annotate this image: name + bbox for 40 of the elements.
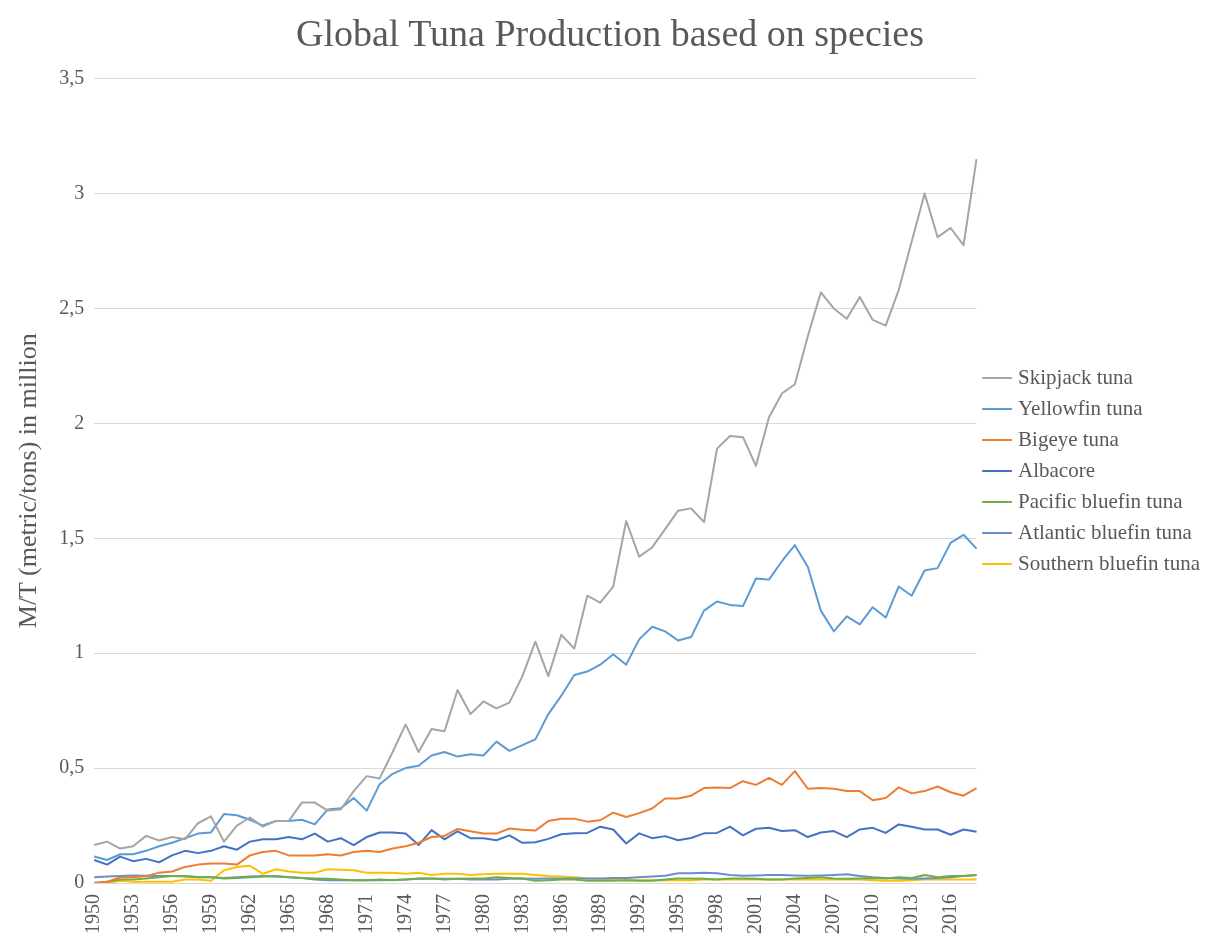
x-tick-label: 1989 <box>587 894 610 934</box>
y-tick-label: 3,5 <box>59 65 85 88</box>
x-tick-label: 1971 <box>353 894 376 934</box>
x-tick-label: 1986 <box>548 894 571 934</box>
x-tick-label: 2007 <box>821 894 844 934</box>
x-tick-label: 1959 <box>198 894 221 934</box>
legend-label: Southern bluefin tuna <box>1018 550 1201 575</box>
x-tick-label: 2010 <box>859 894 882 934</box>
x-tick-label: 2001 <box>743 894 766 934</box>
y-axis-title: M/T (metric/tons) in million <box>13 333 43 629</box>
x-tick-label: 1977 <box>431 894 454 934</box>
y-tick-label: 2 <box>74 410 85 433</box>
legend-label: Albacore <box>1018 457 1095 482</box>
x-tick-label: 1980 <box>470 894 493 934</box>
x-tick-label: 2016 <box>937 894 960 934</box>
x-tick-label: 2004 <box>782 894 805 934</box>
legend-label: Bigeye tuna <box>1018 426 1120 451</box>
x-tick-label: 2013 <box>898 894 921 934</box>
legend-label: Skipjack tuna <box>1018 364 1134 389</box>
x-tick-label: 1968 <box>315 894 338 934</box>
y-tick-label: 1 <box>74 640 85 663</box>
x-tick-label: 1998 <box>704 894 727 934</box>
legend-label: Atlantic bluefin tuna <box>1018 519 1193 544</box>
x-tick-label: 1962 <box>237 894 260 934</box>
y-tick-label: 1,5 <box>59 525 85 548</box>
x-tick-label: 1956 <box>159 894 182 934</box>
y-tick-label: 0,5 <box>59 755 85 778</box>
x-tick-label: 1995 <box>665 894 688 934</box>
chart-title: Global Tuna Production based on species <box>295 11 925 54</box>
x-tick-label: 1974 <box>392 894 415 934</box>
x-tick-label: 1965 <box>276 894 299 934</box>
x-tick-label: 1983 <box>509 894 532 934</box>
y-tick-label: 3 <box>74 180 85 203</box>
legend-label: Yellowfin tuna <box>1018 395 1144 420</box>
y-tick-label: 2,5 <box>59 295 85 318</box>
y-tick-label: 0 <box>74 870 85 893</box>
x-tick-label: 1953 <box>120 894 143 934</box>
legend-label: Pacific bluefin tuna <box>1018 488 1184 513</box>
x-tick-label: 1992 <box>626 894 649 934</box>
x-tick-label: 1950 <box>81 894 104 934</box>
